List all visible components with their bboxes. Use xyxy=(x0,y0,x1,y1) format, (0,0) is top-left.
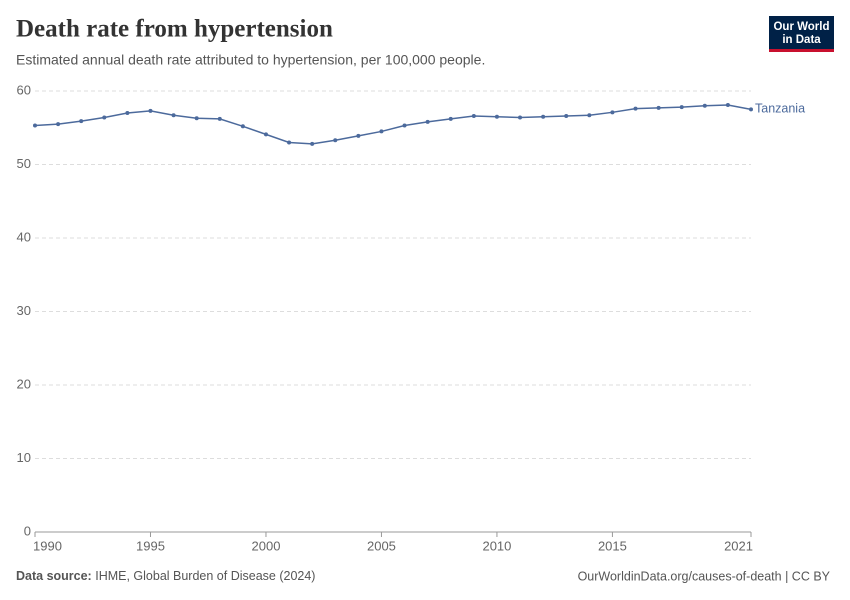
data-point xyxy=(217,116,222,121)
data-point xyxy=(471,113,476,118)
series-label: Tanzania xyxy=(755,102,805,116)
y-tick-label: 0 xyxy=(24,523,31,538)
series-line xyxy=(34,104,752,145)
data-point xyxy=(287,140,292,145)
data-point xyxy=(310,141,315,146)
data-point xyxy=(79,119,84,124)
x-tick-label: 1995 xyxy=(136,538,165,553)
data-point xyxy=(194,116,199,121)
data-point xyxy=(402,123,407,128)
data-point xyxy=(587,113,592,118)
credit[interactable]: OurWorldinData.org/causes-of-death | CC … xyxy=(578,569,831,583)
data-point xyxy=(610,110,615,115)
y-tick-label: 60 xyxy=(17,82,31,97)
y-tick-label: 50 xyxy=(17,156,31,171)
data-point xyxy=(541,114,546,119)
x-tick-label: 2021 xyxy=(724,538,753,553)
y-tick-label: 40 xyxy=(17,229,31,244)
x-tick-label: 2010 xyxy=(482,538,511,553)
data-point xyxy=(379,129,384,134)
chart-subtitle: Estimated annual death rate attributed t… xyxy=(16,52,485,68)
data-point xyxy=(633,106,638,111)
data-point xyxy=(148,108,153,113)
data-point xyxy=(656,105,661,110)
x-tick-label: 2005 xyxy=(367,538,396,553)
data-point xyxy=(679,105,684,110)
x-tick-label: 2015 xyxy=(598,538,627,553)
logo-text: in Data xyxy=(782,34,821,46)
data-point xyxy=(33,123,37,128)
data-point xyxy=(102,115,107,120)
y-tick-label: 10 xyxy=(17,450,31,465)
data-point xyxy=(240,124,245,129)
data-point xyxy=(356,133,361,138)
x-tick-label: 1990 xyxy=(33,538,62,553)
y-tick-label: 30 xyxy=(17,303,31,318)
data-point xyxy=(518,115,523,120)
data-point xyxy=(171,113,176,118)
data-point xyxy=(448,116,453,121)
logo[interactable]: Our World in Data xyxy=(769,16,834,52)
logo-text: Our World xyxy=(773,21,829,33)
source: Data source: IHME, Global Burden of Dise… xyxy=(16,569,315,583)
data-point xyxy=(263,132,268,137)
data-point xyxy=(333,138,338,143)
x-tick-label: 2000 xyxy=(252,538,281,553)
data-point xyxy=(702,103,707,108)
data-point xyxy=(749,107,753,112)
data-point xyxy=(564,113,569,118)
data-point xyxy=(125,111,130,116)
source-label: Data source: xyxy=(16,569,92,583)
chart-title: Death rate from hypertension xyxy=(16,16,333,43)
data-point xyxy=(425,119,430,124)
data-point xyxy=(56,122,61,127)
logo-box xyxy=(769,16,834,49)
data-point xyxy=(725,102,730,107)
source-text: IHME, Global Burden of Disease (2024) xyxy=(95,569,315,583)
logo-bar xyxy=(769,49,834,52)
data-point xyxy=(494,114,499,119)
y-tick-label: 20 xyxy=(17,376,31,391)
